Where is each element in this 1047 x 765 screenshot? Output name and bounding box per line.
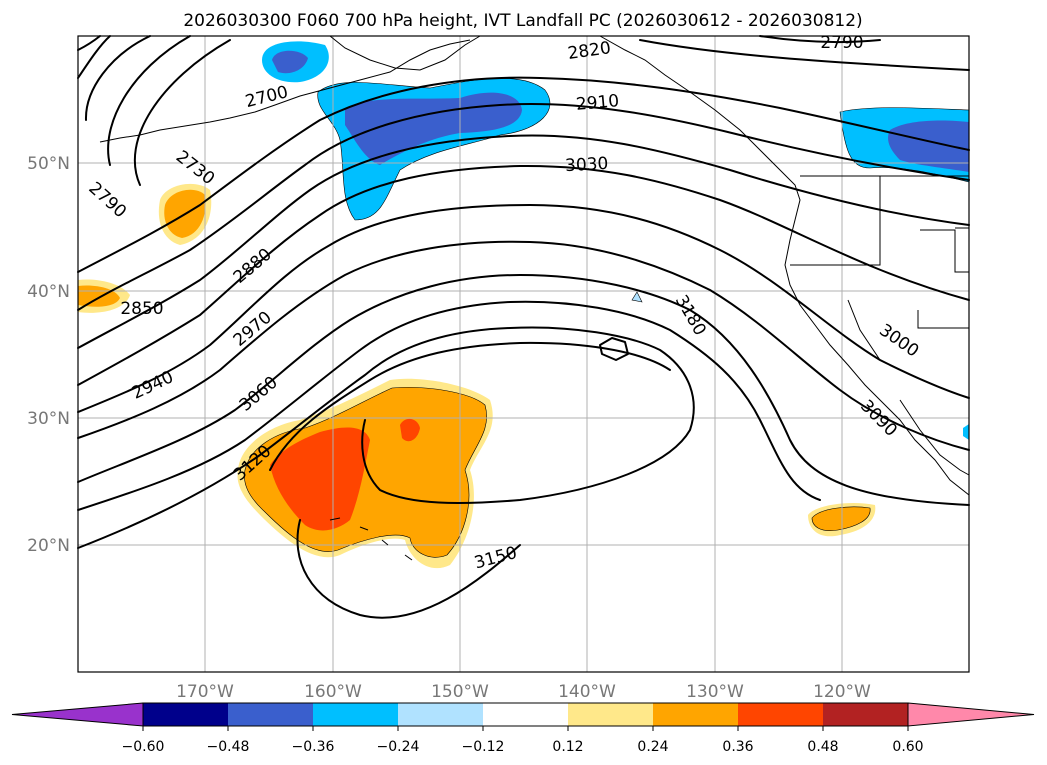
colorbar bbox=[11, 702, 1035, 727]
height-contour bbox=[77, 35, 111, 79]
height-contours bbox=[77, 35, 970, 619]
colorbar-segment bbox=[653, 703, 738, 726]
colorbar-extension-low bbox=[11, 702, 144, 727]
height-contour bbox=[296, 519, 521, 619]
height-contour bbox=[77, 274, 970, 506]
map-title: 2026030300 F060 700 hPa height, IVT Land… bbox=[183, 11, 862, 31]
colorbar-tick-label: 0.24 bbox=[637, 739, 668, 755]
height-contour bbox=[269, 341, 671, 471]
lat-label: 50°N bbox=[27, 154, 70, 174]
negative-anomaly-core bbox=[345, 92, 522, 165]
ivt-shading bbox=[78, 41, 970, 569]
height-contour bbox=[77, 326, 695, 549]
map-frame bbox=[77, 35, 970, 673]
contour-label: 2850 bbox=[120, 299, 163, 319]
height-contour bbox=[77, 134, 970, 349]
colorbar-tick-label: −0.36 bbox=[292, 739, 335, 755]
contour-label: 2910 bbox=[575, 91, 620, 115]
colorbar-segment bbox=[143, 703, 228, 726]
colorbar-segment bbox=[568, 703, 653, 726]
colorbar-segment bbox=[738, 703, 823, 726]
colorbar-frame bbox=[142, 702, 909, 727]
colorbar-segment bbox=[313, 703, 398, 726]
colorbar-tick-label: −0.12 bbox=[462, 739, 505, 755]
height-contour bbox=[77, 300, 821, 511]
lat-label: 20°N bbox=[27, 536, 70, 556]
height-contour bbox=[77, 164, 970, 386]
colorbar-tick-label: −0.60 bbox=[122, 739, 165, 755]
lon-label: 140°W bbox=[558, 682, 616, 702]
colorbar-segment bbox=[823, 703, 908, 726]
lat-label: 30°N bbox=[27, 409, 70, 429]
height-contour bbox=[77, 204, 970, 413]
height-contour bbox=[133, 39, 231, 186]
height-contour bbox=[759, 35, 881, 44]
positive-anomaly-region bbox=[811, 506, 871, 531]
negative-anomaly-core bbox=[272, 50, 308, 74]
colorbar-ticks: −0.60 −0.48 −0.36 −0.24 −0.12 0.12 0.24 0.36 0.4… bbox=[122, 726, 924, 755]
colorbar-segment bbox=[228, 703, 313, 726]
colorbar-tick-label: −0.48 bbox=[207, 739, 250, 755]
height-contour bbox=[84, 35, 151, 121]
colorbar-extension-high bbox=[907, 702, 1035, 727]
height-contour bbox=[77, 76, 970, 273]
coastlines bbox=[99, 35, 970, 561]
colorbar-tick-label: 0.36 bbox=[722, 739, 753, 755]
colorbar-tick-label: 0.60 bbox=[892, 739, 923, 755]
positive-anomaly-core bbox=[270, 427, 370, 531]
negative-anomaly-region bbox=[963, 424, 969, 440]
map-panel: 2790 2820 2700 2910 2730 3030 2790 2880 … bbox=[77, 33, 970, 673]
lon-label: 120°W bbox=[813, 682, 871, 702]
contour-label: 2790 bbox=[820, 33, 863, 53]
lon-label: 130°W bbox=[686, 682, 744, 702]
colorbar-segment bbox=[398, 703, 483, 726]
longitude-labels: 170°W 160°W 150°W 140°W 130°W 120°W bbox=[176, 682, 871, 702]
contour-label: 3030 bbox=[565, 154, 609, 176]
height-contour bbox=[77, 103, 970, 311]
positive-anomaly-core bbox=[400, 418, 420, 442]
colorbar-tick-label: 0.48 bbox=[807, 739, 838, 755]
negative-anomaly-region bbox=[631, 291, 643, 303]
height-contour bbox=[77, 35, 101, 51]
height-contour bbox=[77, 240, 970, 451]
lat-label: 40°N bbox=[27, 282, 70, 302]
height-contour bbox=[599, 337, 629, 361]
lon-label: 150°W bbox=[431, 682, 489, 702]
colorbar-segment bbox=[483, 703, 568, 726]
lon-label: 170°W bbox=[176, 682, 234, 702]
latitude-labels: 50°N 40°N 30°N 20°N bbox=[27, 154, 70, 556]
colorbar-tick-label: −0.24 bbox=[377, 739, 420, 755]
height-contour bbox=[107, 35, 191, 166]
colorbar-tick-label: 0.12 bbox=[552, 739, 583, 755]
height-contour bbox=[639, 39, 970, 71]
lon-label: 160°W bbox=[304, 682, 362, 702]
negative-anomaly-core bbox=[888, 120, 969, 172]
